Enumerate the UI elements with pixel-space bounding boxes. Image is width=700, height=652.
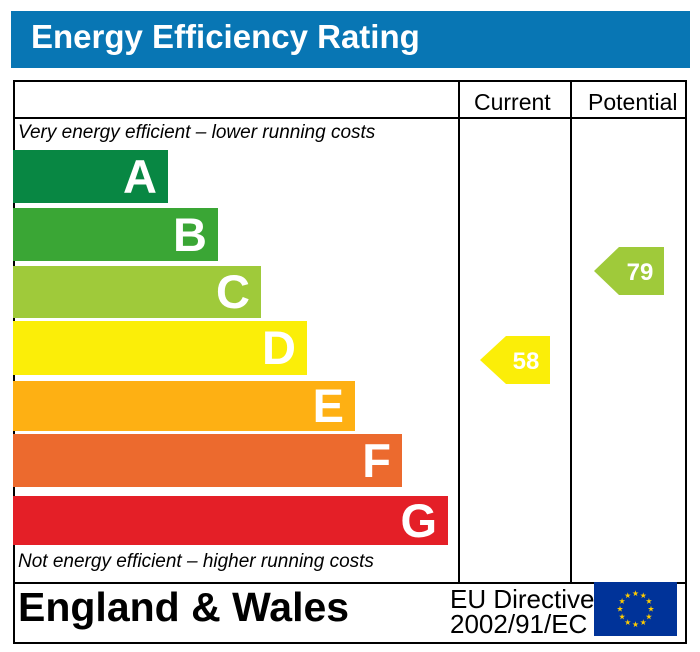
svg-text:79: 79: [627, 259, 654, 286]
svg-text:58: 58: [513, 348, 540, 375]
